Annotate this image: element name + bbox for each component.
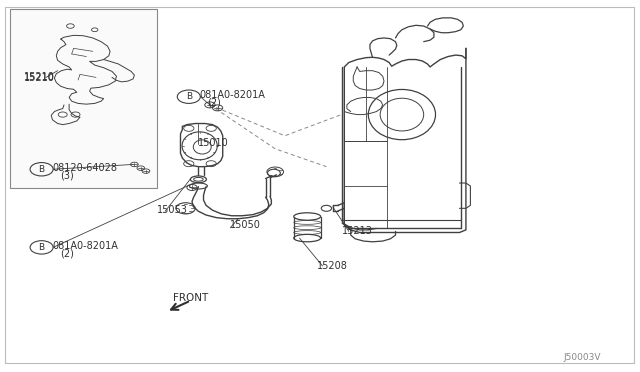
Text: B: B (38, 165, 45, 174)
Text: (3): (3) (60, 171, 74, 180)
Text: J50003V: J50003V (563, 353, 601, 362)
Text: FRONT: FRONT (173, 293, 208, 302)
Text: 081A0-8201A: 081A0-8201A (52, 241, 118, 251)
Text: (2): (2) (60, 249, 74, 259)
Text: 081A0-8201A: 081A0-8201A (200, 90, 266, 100)
Text: 15010: 15010 (198, 138, 229, 148)
Text: (2): (2) (207, 97, 221, 107)
Text: 15053: 15053 (157, 205, 188, 215)
Text: 15050: 15050 (230, 220, 261, 230)
Text: B: B (186, 92, 192, 101)
Text: 15208: 15208 (317, 261, 348, 271)
Text: 08120-64028: 08120-64028 (52, 163, 118, 173)
Text: 15213: 15213 (342, 226, 373, 235)
Text: B: B (38, 243, 45, 252)
Bar (10, 9, 157, 188)
Text: 15210: 15210 (24, 73, 55, 82)
Text: 15210: 15210 (24, 73, 55, 83)
